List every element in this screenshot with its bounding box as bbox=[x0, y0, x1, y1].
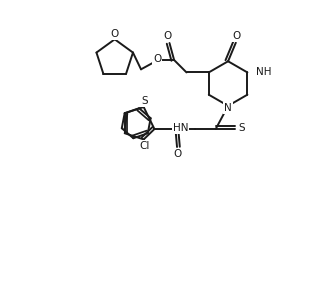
Text: O: O bbox=[153, 54, 162, 64]
Text: O: O bbox=[173, 149, 181, 159]
Text: O: O bbox=[233, 31, 241, 41]
Text: O: O bbox=[164, 31, 172, 41]
Text: HN: HN bbox=[173, 123, 188, 133]
Text: N: N bbox=[224, 103, 232, 113]
Text: O: O bbox=[111, 29, 119, 39]
Text: Cl: Cl bbox=[139, 141, 149, 151]
Text: S: S bbox=[141, 96, 148, 106]
Text: S: S bbox=[238, 123, 245, 133]
Text: NH: NH bbox=[256, 67, 272, 77]
